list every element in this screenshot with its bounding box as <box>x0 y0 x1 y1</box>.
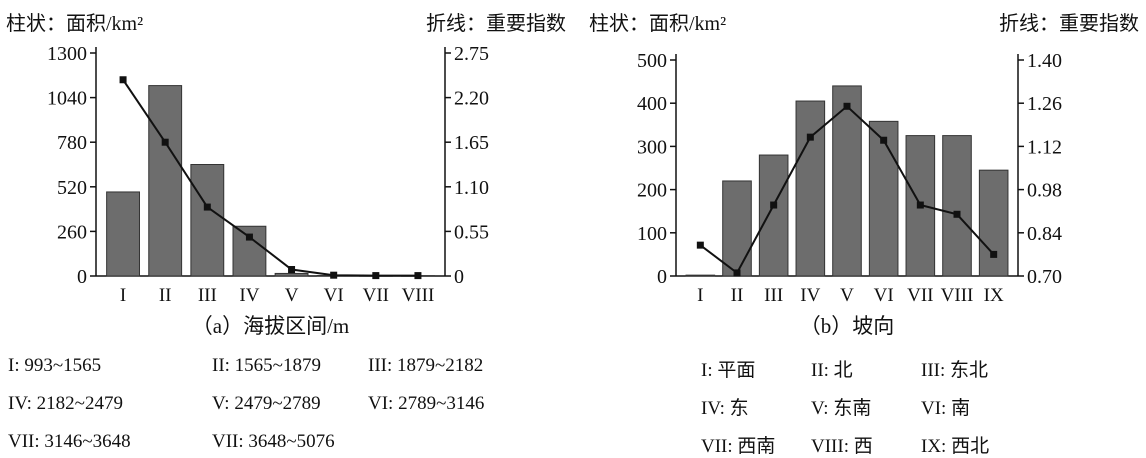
chart-b-left-tick-label: 0 <box>657 266 667 288</box>
chart-b-bar <box>795 100 826 277</box>
chart-a-x-tick-label: III <box>198 285 217 306</box>
note-a-5: V: 2479~2789 <box>212 393 321 414</box>
chart-b-line-point <box>880 136 888 144</box>
chart-a-x-tick-label: V <box>285 285 299 306</box>
chart-b-left-axis-title: 柱状：面积/km² <box>589 12 726 35</box>
note-b-8: VIII: 西 <box>811 436 873 457</box>
chart-a-svg: 柱状：面积/km² 折线：重要指数 1300 1040 780 520 260 0 2.75 2.… <box>6 12 566 338</box>
note-a-4: IV: 2182~2479 <box>8 393 123 414</box>
chart-b-bar <box>832 85 862 277</box>
chart-a-x-tick-label: VIII <box>402 285 435 306</box>
chart-b-bar <box>685 274 716 277</box>
chart-a-line-point <box>372 272 380 280</box>
chart-b-x-tick-label: VII <box>907 285 933 306</box>
chart-b-x-tick-label: VI <box>874 285 894 306</box>
chart-panel-a: 柱状：面积/km² 折线：重要指数 1300 1040 780 520 260 0 2.75 2.… <box>0 0 573 455</box>
chart-b-x-tick-label: V <box>840 285 854 306</box>
chart-a-left-axis-title: 柱状：面积/km² <box>6 12 143 35</box>
chart-a-x-axis-title: （a）海拔区间/m <box>192 314 350 338</box>
chart-b-x-tick-label: I <box>697 285 703 306</box>
chart-b-line-point <box>990 250 998 258</box>
note-b-9: IX: 西北 <box>921 436 990 457</box>
chart-a-line-series <box>122 79 418 277</box>
chart-a-bar <box>190 164 225 277</box>
chart-b-left-tick-label: 500 <box>637 50 667 72</box>
chart-a-left-tick-label: 1040 <box>47 88 87 110</box>
note-a-1: I: 993~1565 <box>8 355 102 376</box>
chart-a-left-tick-label: 0 <box>77 266 87 288</box>
chart-b-right-tick-label: 1.40 <box>1027 50 1062 72</box>
chart-a-left-tick-label: 520 <box>57 177 87 199</box>
chart-a-right-axis-title: 折线：重要指数 <box>426 12 566 35</box>
note-b-7: VII: 西南 <box>701 436 776 457</box>
chart-a-x-tick-label: VII <box>363 285 389 306</box>
note-a-8: VII: 3648~5076 <box>212 431 335 452</box>
chart-b-svg: 柱状：面积/km² 折线：重要指数 500 400 300 200 100 0 1.40 1.26… <box>589 12 1139 338</box>
chart-a-bar <box>148 85 183 277</box>
chart-a-right-tick-label: 0 <box>454 266 464 288</box>
note-a-3: III: 1879~2182 <box>368 355 484 376</box>
chart-b-line-point <box>696 241 704 249</box>
chart-b-bar <box>722 180 752 277</box>
chart-a-x-tick-label: I <box>120 285 126 306</box>
chart-b-x-axis-title: （b）坡向 <box>800 314 895 338</box>
chart-panel-b: 柱状：面积/km² 折线：重要指数 500 400 300 200 100 0 1.40 1.26… <box>573 0 1146 457</box>
chart-b-right-axis-title: 折线：重要指数 <box>999 12 1139 35</box>
chart-b-line-point <box>806 133 814 141</box>
chart-b-right-tick-label: 1.12 <box>1027 136 1062 158</box>
chart-b-x-tick-label: IX <box>984 285 1004 306</box>
chart-a-right-tick-label: 2.20 <box>454 88 489 110</box>
chart-a-line-point <box>161 138 169 146</box>
chart-b-right-tick-label: 0.70 <box>1027 266 1062 288</box>
chart-b-line-point <box>916 201 924 209</box>
chart-b-bar <box>758 154 789 277</box>
chart-b-x-tick-label: II <box>731 285 744 306</box>
note-b-3: III: 东北 <box>921 360 989 381</box>
chart-a-line-point <box>119 76 127 84</box>
chart-b-x-tick-label: VIII <box>941 285 974 306</box>
chart-a-right-tick-label: 0.55 <box>454 221 489 243</box>
note-a-2: II: 1565~1879 <box>212 355 321 376</box>
note-b-5: V: 东南 <box>811 398 872 419</box>
chart-a-x-tick-label: VI <box>324 285 344 306</box>
chart-a-left-tick-label: 260 <box>57 221 87 243</box>
chart-a-bar <box>106 191 140 277</box>
chart-a-x-tick-label: IV <box>239 285 259 306</box>
note-a-6: VI: 2789~3146 <box>368 393 485 414</box>
chart-b-x-tick-label: III <box>764 285 783 306</box>
chart-a-line-point <box>414 272 422 280</box>
chart-b-left-tick-label: 300 <box>637 136 667 158</box>
chart-a-left-tick-label: 780 <box>57 132 87 154</box>
note-b-2: II: 北 <box>811 360 853 381</box>
chart-a-line-point <box>288 266 296 274</box>
note-b-6: VI: 南 <box>921 398 971 419</box>
chart-b-right-tick-label: 0.98 <box>1027 180 1062 202</box>
note-a-7: VII: 3146~3648 <box>8 431 131 452</box>
note-b-4: IV: 东 <box>701 398 749 419</box>
chart-b-bar <box>868 120 899 277</box>
chart-b-right-tick-label: 1.26 <box>1027 93 1062 115</box>
chart-b-right-tick-label: 0.84 <box>1027 223 1062 245</box>
chart-b-x-tick-label: IV <box>800 285 820 306</box>
chart-a-left-tick-label: 1300 <box>47 43 87 65</box>
chart-a-right-tick-label: 2.75 <box>454 43 489 65</box>
chart-a-line-point <box>330 271 338 279</box>
chart-b-bar <box>942 135 972 277</box>
chart-b-line-point <box>953 210 961 218</box>
chart-a-line-point <box>203 203 211 211</box>
chart-b-line-point <box>843 102 851 110</box>
chart-b-left-tick-label: 400 <box>637 93 667 115</box>
chart-a-right-tick-label: 1.10 <box>454 177 489 199</box>
chart-b-line-point <box>733 269 741 277</box>
chart-a-bar <box>274 272 309 277</box>
chart-b-left-tick-label: 200 <box>637 180 667 202</box>
chart-b-bar <box>978 169 1009 277</box>
chart-a-x-tick-label: II <box>159 285 172 306</box>
chart-b-line-point <box>770 201 778 209</box>
chart-b-left-tick-label: 100 <box>637 223 667 245</box>
chart-a-line-point <box>245 233 253 241</box>
chart-a-right-tick-label: 1.65 <box>454 132 489 154</box>
note-b-1: I: 平面 <box>701 360 756 381</box>
